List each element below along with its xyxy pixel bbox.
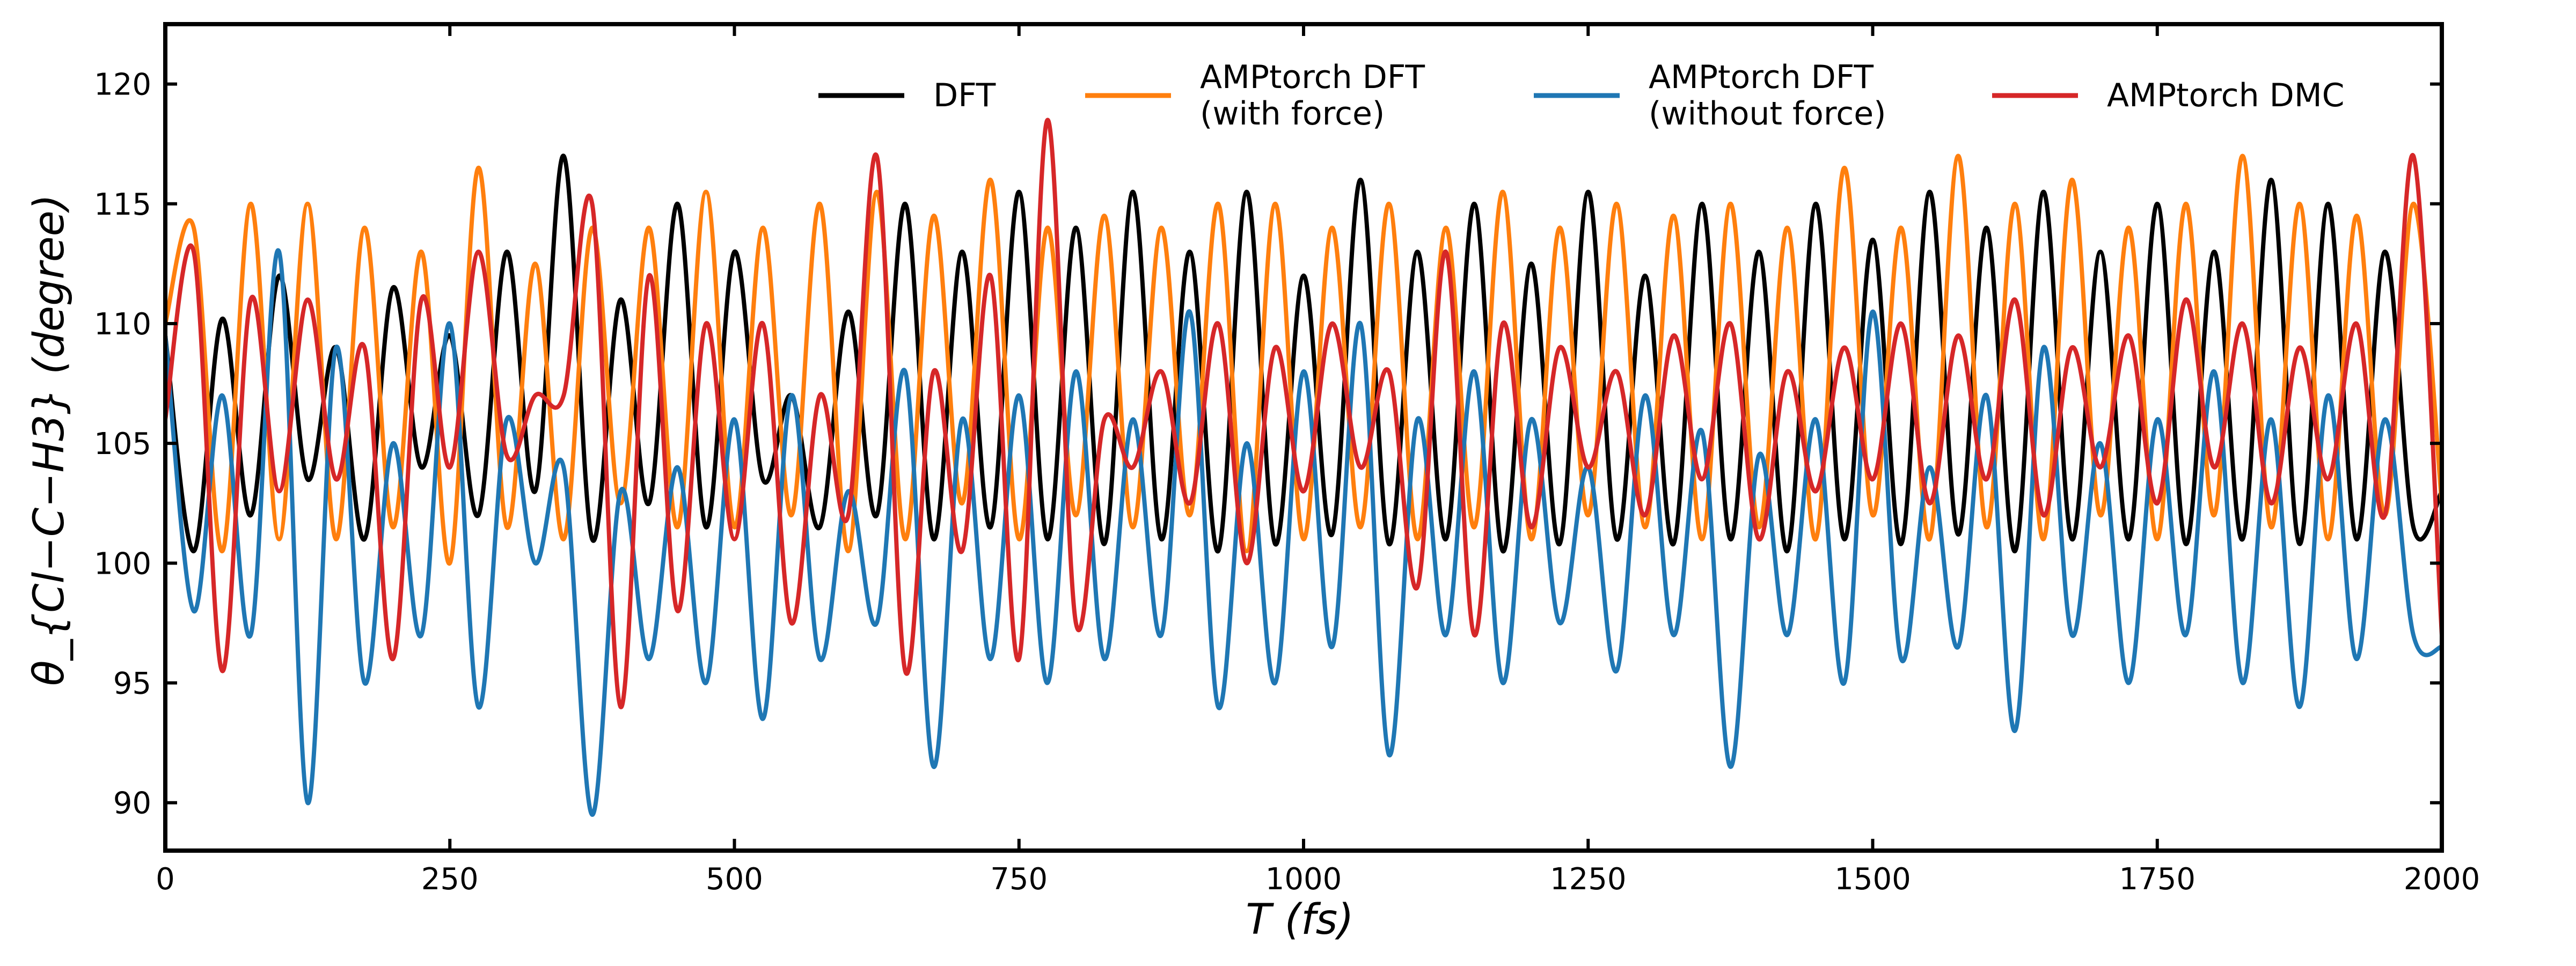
x-tick-label-2: 500 (706, 862, 763, 897)
y-tick-label-0: 90 (113, 786, 151, 821)
series-line-0 (165, 153, 2442, 554)
x-tick-label-6: 1500 (1834, 862, 1911, 897)
plot-frame (163, 22, 2444, 853)
series-line-2 (165, 248, 2442, 817)
plot-area (165, 118, 2442, 817)
legend: DFT AMPtorch DFT(with force)AMPtorch DFT(… (818, 58, 2345, 133)
x-axis-title: T (fs) (1246, 896, 1353, 944)
x-tick-label-0: 0 (156, 862, 175, 897)
legend-label-0-0: DFT (933, 77, 996, 114)
axes: 0 250 500 750 1000 1250 1500 1750 2000 90 95 100 105… (94, 22, 2480, 897)
y-tick-label-4: 110 (94, 307, 151, 342)
x-tick-label-1: 250 (421, 862, 479, 897)
legend-label-1-1: (with force) (1200, 95, 1385, 133)
series-line-1 (165, 153, 2442, 566)
legend-label-2-1: (without force) (1649, 95, 1886, 133)
y-axis-title: θ_{Cl−C−H3} (degree) (25, 194, 74, 686)
series-line-3 (165, 118, 2442, 709)
x-tick-label-3: 750 (990, 862, 1048, 897)
y-tick-label-6: 120 (94, 68, 151, 103)
y-tick-label-3: 105 (94, 427, 151, 462)
x-tick-label-8: 2000 (2404, 862, 2480, 897)
y-tick-label-1: 95 (113, 667, 151, 701)
y-tick-label-5: 115 (94, 187, 151, 222)
y-tick-label-2: 100 (94, 546, 151, 581)
legend-label-3-0: AMPtorch DMC (2107, 77, 2345, 114)
legend-label-2-0: AMPtorch DFT (1649, 58, 1874, 96)
x-tick-label-5: 1250 (1550, 862, 1627, 897)
x-tick-label-4: 1000 (1265, 862, 1342, 897)
x-tick-label-7: 1750 (2119, 862, 2196, 897)
legend-label-1-0: AMPtorch DFT (1200, 58, 1425, 96)
